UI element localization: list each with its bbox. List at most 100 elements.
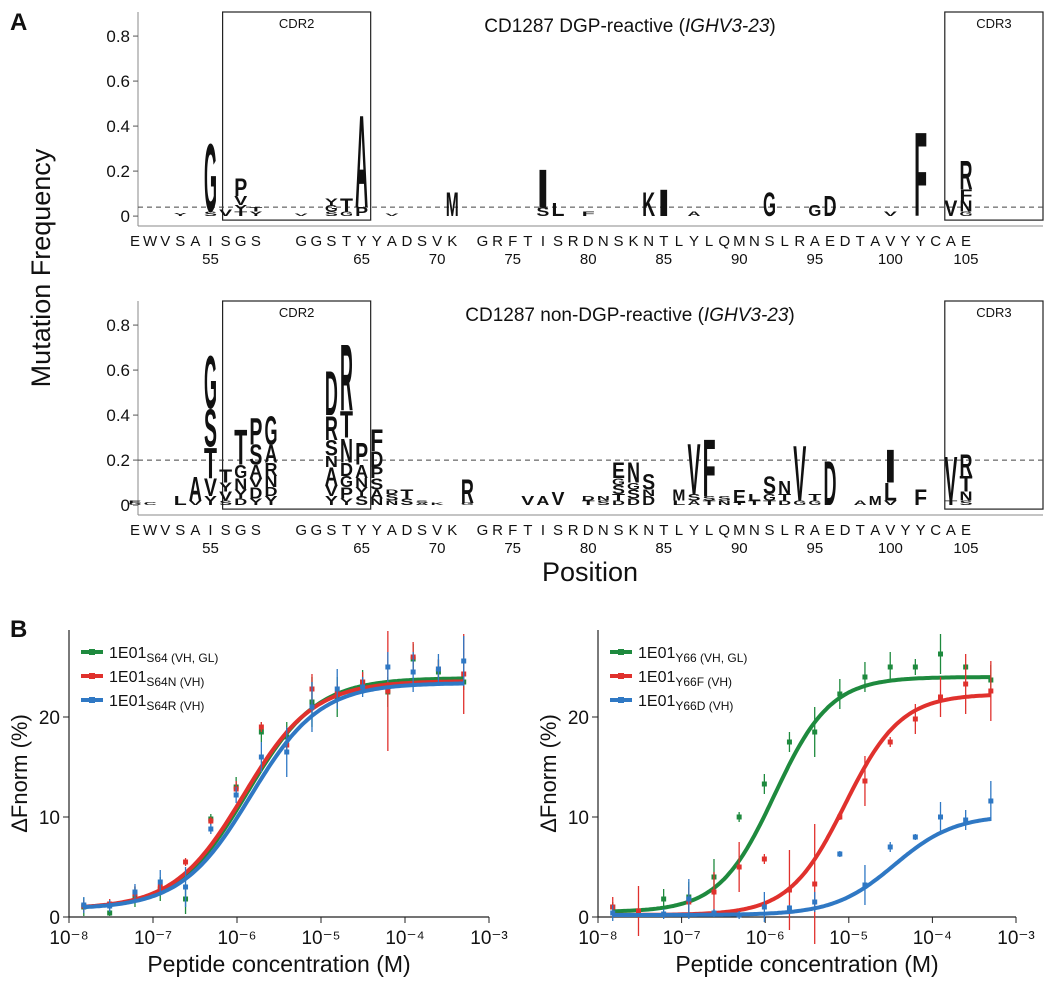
x-tick-label: 10⁻⁸ <box>49 928 88 949</box>
legend-name: 1E01 <box>109 645 146 662</box>
legend-name: 1E01 <box>109 669 146 686</box>
residue: G <box>295 522 307 539</box>
data-point <box>837 851 843 857</box>
residue: S <box>613 233 623 250</box>
x-tick-label: 75 <box>504 251 521 268</box>
data-point <box>887 739 893 745</box>
legend-subscript: S64 (VH, GL) <box>146 651 218 665</box>
logo-letter: T <box>944 500 958 507</box>
logo-letter: V <box>687 430 700 511</box>
logo-letter: I <box>884 439 897 492</box>
x-tick-label: 10⁻⁷ <box>663 928 701 949</box>
cdr-box <box>944 11 1044 221</box>
logo-letter: E <box>128 500 141 504</box>
fit-curve <box>612 817 992 917</box>
x-tick-label: 10⁻⁴ <box>913 928 952 949</box>
logo-letter: Y <box>325 494 338 508</box>
data-point <box>258 724 264 730</box>
fit-curve <box>612 693 991 917</box>
residue: S <box>221 522 231 539</box>
legend-label: 1E01Y66F (VH) <box>638 669 732 689</box>
residue: G <box>477 522 489 539</box>
x-tick-label: 90 <box>731 540 748 557</box>
data-point <box>661 896 667 902</box>
x-tick-label: 70 <box>429 251 446 268</box>
logo-letter: F <box>959 186 972 204</box>
logo-letter: S <box>959 500 972 507</box>
logo-letter: P <box>355 205 368 219</box>
logo-letter: T <box>808 493 821 503</box>
logo-letter: S <box>204 211 217 218</box>
logo-letter: T <box>733 502 747 506</box>
x-tick-label: 90 <box>731 251 748 268</box>
y-tick-label: 0.4 <box>106 117 130 136</box>
data-point <box>761 781 767 787</box>
residue: A <box>190 522 200 539</box>
logo-letter: N <box>959 490 972 504</box>
logo-letter: V <box>325 482 338 500</box>
logo-letter: Y <box>234 204 247 214</box>
data-point <box>107 903 113 909</box>
residue: Q <box>718 233 730 250</box>
title-part: IGHV3-23 <box>685 16 770 37</box>
data-point <box>812 729 818 735</box>
logo-letter: D <box>325 358 338 429</box>
logo-letter: G <box>234 461 247 482</box>
logo-letter: T <box>234 420 247 476</box>
data-point <box>938 694 944 700</box>
legend-marker <box>89 649 95 655</box>
residue: S <box>175 233 185 250</box>
logo-letter: T <box>249 206 263 213</box>
logo-letter: V <box>295 213 309 217</box>
residue: K <box>629 233 639 250</box>
residue: Y <box>916 233 926 250</box>
residue: R <box>794 233 805 250</box>
logo-letter: Y <box>340 497 353 507</box>
logo-letter: R <box>959 449 972 483</box>
legend-name: 1E01 <box>638 693 675 710</box>
logo-letter: A <box>355 88 368 235</box>
logo-letter: Y <box>249 211 262 218</box>
data-point <box>862 882 868 888</box>
logo-letter: P <box>249 412 262 453</box>
y-tick-label: 0 <box>578 908 589 929</box>
residue: R <box>794 522 805 539</box>
logo-letter: A <box>370 488 383 502</box>
x-tick-label: 80 <box>580 540 597 557</box>
y-tick-label: 0.2 <box>106 162 130 181</box>
logo-letter: T <box>703 500 717 507</box>
logo-letter: A <box>687 500 700 507</box>
residue: K <box>629 522 639 539</box>
x-tick-label: 85 <box>655 251 672 268</box>
data-point <box>385 688 391 694</box>
x-tick-label: 10⁻⁵ <box>301 928 340 949</box>
y-tick-label: 0.8 <box>106 27 130 46</box>
residue: D <box>840 233 851 250</box>
data-point <box>284 749 290 755</box>
logo-letter: D <box>627 497 640 507</box>
logo-letter: P <box>340 484 353 502</box>
logo-letter: S <box>612 483 625 497</box>
data-point <box>258 754 264 760</box>
logo-letter: D <box>642 495 655 509</box>
logo-letter: T <box>400 487 413 501</box>
y-axis-title: Mutation Frequency <box>26 148 56 387</box>
logo-letter: Y <box>204 494 217 508</box>
logo-letter: E <box>612 459 625 483</box>
residue: E <box>825 233 835 250</box>
logo-letter: N <box>778 476 791 497</box>
cdr-label: CDR2 <box>279 305 314 320</box>
logo-letter: L <box>174 494 187 508</box>
data-point <box>208 826 214 832</box>
x-tick-label: 10⁻⁷ <box>134 928 172 949</box>
data-point <box>786 905 792 911</box>
logo-letter: D <box>249 484 262 502</box>
logo-letter: T <box>778 493 791 503</box>
x-tick-label: 100 <box>878 540 903 557</box>
logo-letter: L <box>672 500 686 507</box>
cdr-label: CDR3 <box>976 305 1011 320</box>
x-tick-label: 10⁻⁵ <box>829 928 868 949</box>
residue: W <box>143 522 158 539</box>
x-tick-label: 80 <box>580 251 597 268</box>
